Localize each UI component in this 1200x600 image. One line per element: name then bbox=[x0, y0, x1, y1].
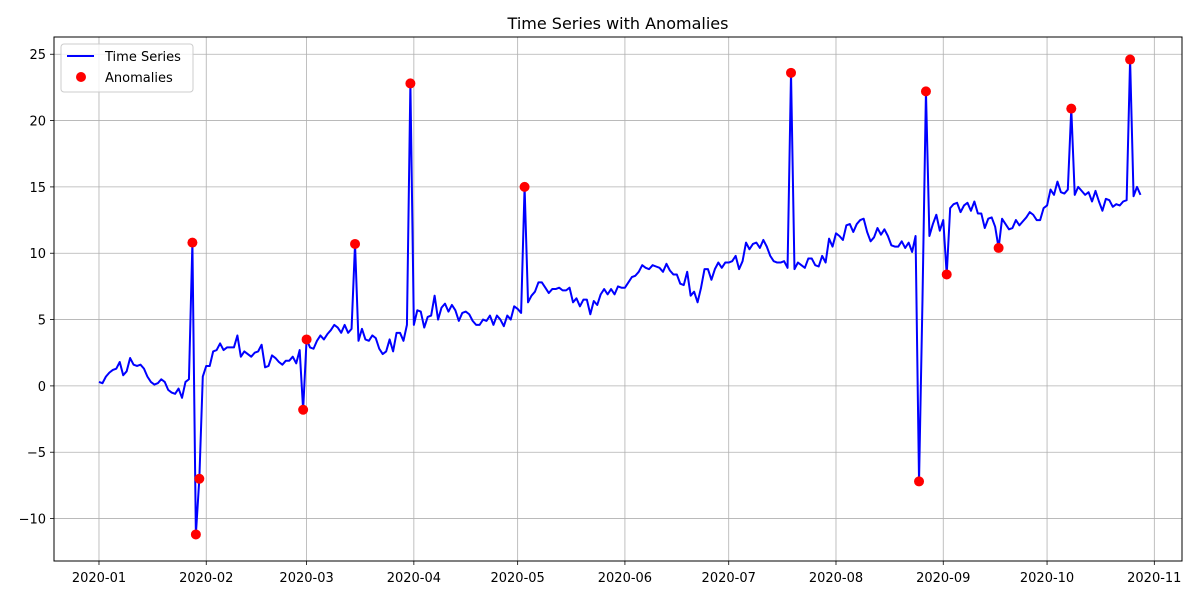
anomaly-point bbox=[187, 237, 198, 248]
y-tick-label: 10 bbox=[29, 247, 46, 262]
anomaly-point bbox=[301, 334, 312, 345]
plot-frame bbox=[53, 36, 1183, 562]
legend-dot-swatch bbox=[76, 72, 86, 82]
chart-title: Time Series with Anomalies bbox=[507, 14, 729, 33]
anomaly-point bbox=[194, 473, 205, 484]
legend-label-anomalies: Anomalies bbox=[105, 71, 173, 86]
y-tick-label: −10 bbox=[19, 513, 46, 528]
x-tick-label: 2020-11 bbox=[1127, 571, 1181, 586]
anomaly-point bbox=[914, 476, 925, 487]
x-tick-label: 2020-04 bbox=[387, 571, 441, 586]
anomaly-point bbox=[298, 404, 309, 415]
anomaly-point bbox=[786, 67, 797, 78]
anomaly-point bbox=[1125, 54, 1136, 65]
x-tick-label: 2020-03 bbox=[279, 571, 333, 586]
x-tick-label: 2020-06 bbox=[598, 571, 652, 586]
x-tick-label: 2020-05 bbox=[490, 571, 544, 586]
legend: Time Series Anomalies bbox=[60, 43, 194, 93]
x-tick-label: 2020-07 bbox=[702, 571, 756, 586]
y-tick-label: −5 bbox=[27, 446, 46, 461]
y-tick-label: 20 bbox=[29, 115, 46, 130]
x-tick-label: 2020-10 bbox=[1020, 571, 1074, 586]
y-tick-label: 5 bbox=[38, 314, 46, 329]
axis-ticks: 2020-01 2020-02 2020-03 2020-04 2020-05 2020-… bbox=[19, 48, 1182, 586]
x-tick-label: 2020-02 bbox=[179, 571, 233, 586]
x-tick-label: 2020-01 bbox=[72, 571, 126, 586]
y-tick-label: 0 bbox=[38, 380, 46, 395]
anomaly-point bbox=[1066, 103, 1077, 114]
x-tick-label: 2020-09 bbox=[916, 571, 970, 586]
anomaly-point bbox=[993, 242, 1004, 253]
grid bbox=[54, 37, 1182, 561]
series-layer bbox=[98, 54, 1142, 540]
y-tick-label: 15 bbox=[29, 181, 46, 196]
anomaly-point bbox=[405, 78, 416, 89]
legend-label-time-series: Time Series bbox=[104, 50, 181, 65]
x-tick-label: 2020-08 bbox=[809, 571, 863, 586]
anomaly-point bbox=[920, 86, 931, 97]
anomaly-point bbox=[190, 529, 201, 540]
anomaly-point bbox=[941, 269, 952, 280]
y-tick-label: 25 bbox=[29, 48, 46, 63]
series-line-time-series bbox=[98, 58, 1142, 536]
anomaly-point bbox=[519, 181, 530, 192]
anomaly-point bbox=[350, 238, 361, 249]
